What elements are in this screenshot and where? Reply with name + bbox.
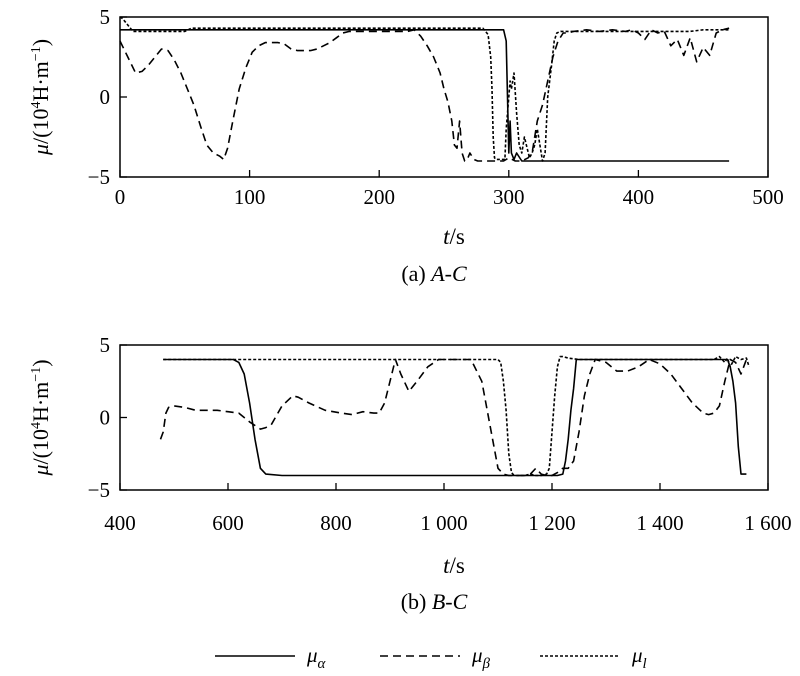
panel-a-x-axis-label: t/s xyxy=(443,224,465,249)
panel-b-x-tick-label: 1 000 xyxy=(420,511,467,535)
panel-a-x-tick-label: 0 xyxy=(115,185,126,209)
panel-a-series-mu-beta-line xyxy=(119,27,730,162)
panel-b-x-tick-label: 1 600 xyxy=(744,511,791,535)
panel-a-x-tick-label: 100 xyxy=(234,185,266,209)
panel-b-y-tick-label: 5 xyxy=(100,333,111,357)
panel-a-series-mu-alpha-line xyxy=(120,29,730,162)
panel-b-y-axis-label: μ/(104H·m−1) xyxy=(28,359,53,476)
panel-b-caption: (b) B-C xyxy=(401,589,468,614)
panel-a-caption: (a) A-C xyxy=(401,261,467,286)
panel-b-x-tick-label: 800 xyxy=(320,511,352,535)
panel-a-y-axis-label: μ/(104H·m−1) xyxy=(28,39,53,156)
panel-a-y-tick-label: −5 xyxy=(88,165,110,189)
panel-b-series-mu-l-line xyxy=(163,355,750,477)
panel-a-y-tick-label: 5 xyxy=(100,5,111,29)
legend-label-mu-l: μl xyxy=(631,643,647,672)
panel-a-y-tick-label: 0 xyxy=(100,85,111,109)
panel-a-plot-frame xyxy=(119,16,769,178)
legend-label-mu-alpha: μα xyxy=(306,643,327,672)
panel-b-y-tick-label: 0 xyxy=(100,406,111,430)
panel-a-series-mu-l-line xyxy=(119,16,730,162)
legend-label-mu-beta: μβ xyxy=(471,643,491,672)
panel-a-x-tick-label: 400 xyxy=(623,185,655,209)
panel-b-x-tick-label: 400 xyxy=(104,511,136,535)
panel-b-x-tick-label: 600 xyxy=(212,511,244,535)
panel-b-x-tick-label: 1 200 xyxy=(528,511,575,535)
legend: μα μβ μl xyxy=(215,643,647,672)
panel-a-x-tick-label: 200 xyxy=(363,185,395,209)
panel-b-chart: 5 0 −5 400 600 800 1 000 1 200 1 400 1 600 t/s μ/(1… xyxy=(28,333,792,614)
panel-a-x-tick-label: 500 xyxy=(752,185,784,209)
panel-b-y-tick-label: −5 xyxy=(88,478,110,502)
panel-b-series-mu-alpha-line xyxy=(163,358,747,477)
panel-b-x-tick-label: 1 400 xyxy=(636,511,683,535)
panel-b-x-axis-label: t/s xyxy=(443,553,465,578)
panel-a-x-tick-label: 300 xyxy=(493,185,525,209)
panel-b-series-mu-beta-line xyxy=(159,358,750,477)
panel-b-plot-frame xyxy=(119,344,769,491)
